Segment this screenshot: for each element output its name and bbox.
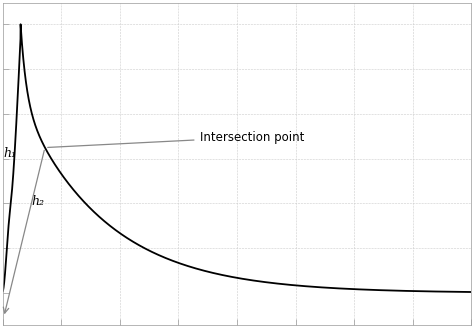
Text: h₂: h₂ [32, 195, 45, 208]
Text: Intersection point: Intersection point [48, 131, 304, 147]
Text: h₁: h₁ [3, 147, 16, 160]
